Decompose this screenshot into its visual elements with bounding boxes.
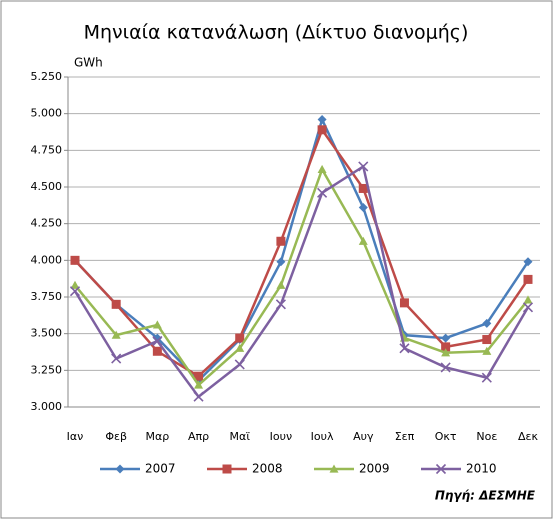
y-tick-label: 3.250	[31, 363, 63, 376]
data-point	[70, 280, 80, 289]
data-point	[481, 372, 492, 383]
x-tick-label: Νοε	[476, 430, 497, 443]
y-tick-label: 3.500	[31, 327, 63, 340]
x-tick-label: Ιαν	[67, 430, 84, 443]
x-tick-label: Σεπ	[395, 430, 415, 443]
x-tick-label: Ιουλ	[311, 430, 334, 443]
x-tick-label: Αυγ	[353, 430, 374, 443]
data-point	[482, 346, 492, 355]
y-axis-label: GWh	[74, 56, 103, 70]
y-tick-label: 4.250	[31, 217, 63, 230]
legend-label: 2009	[359, 462, 390, 476]
y-tick-label: 5.250	[31, 70, 63, 83]
data-point	[152, 346, 162, 356]
y-tick-label: 3.750	[31, 290, 63, 303]
data-point	[69, 286, 81, 297]
data-point	[358, 236, 368, 245]
data-point	[152, 333, 162, 343]
data-point	[317, 164, 327, 173]
legend-label: 2008	[252, 462, 283, 476]
legend-label: 2010	[466, 462, 497, 476]
data-point	[111, 353, 122, 364]
data-point	[399, 343, 410, 354]
legend-marker	[329, 464, 339, 473]
series-line	[73, 164, 530, 399]
series-line	[74, 166, 529, 387]
y-tick-label: 4.750	[31, 143, 63, 156]
x-tick-label: Δεκ	[518, 430, 538, 443]
data-point	[194, 380, 204, 389]
legend-label: 2007	[145, 462, 176, 476]
y-tick-label: 4.000	[31, 253, 63, 266]
data-point	[441, 342, 451, 352]
data-point	[399, 298, 409, 308]
x-tick-label: Ιουν	[270, 430, 292, 443]
data-point	[111, 299, 121, 309]
data-point	[276, 236, 286, 246]
series-line	[74, 115, 530, 383]
data-point	[482, 318, 492, 328]
y-tick-label: 4.500	[31, 180, 63, 193]
data-point	[317, 125, 327, 135]
data-point	[194, 371, 204, 381]
x-tick-label: Απρ	[188, 430, 209, 443]
data-point	[522, 302, 534, 313]
source-note: Πηγή: ΔΕΣΜΗΕ	[435, 489, 536, 503]
data-point	[275, 299, 286, 310]
data-point	[441, 348, 451, 357]
data-point	[193, 391, 204, 402]
legend-marker	[222, 464, 232, 474]
legend-marker	[115, 464, 125, 474]
x-tick-label: Οκτ	[435, 430, 457, 443]
data-point	[523, 274, 533, 284]
y-tick-label: 5.000	[31, 107, 63, 120]
data-point	[234, 359, 245, 370]
data-point	[276, 257, 286, 267]
data-point	[111, 330, 121, 339]
y-tick-label: 3.000	[31, 400, 63, 413]
x-tick-label: Φεβ	[105, 430, 127, 443]
data-point	[317, 187, 328, 198]
data-point	[358, 161, 369, 172]
x-tick-label: Μαϊ	[229, 430, 250, 443]
data-point	[235, 343, 245, 352]
chart-title: Μηνιαία κατανάλωση (Δίκτυο διανομής)	[84, 22, 469, 44]
data-point	[440, 362, 451, 373]
data-point	[152, 335, 163, 347]
data-point	[317, 115, 327, 125]
data-point	[276, 280, 286, 289]
data-point	[235, 333, 245, 343]
data-point	[152, 320, 162, 329]
data-point	[441, 333, 451, 343]
data-point	[482, 335, 492, 345]
data-point	[358, 203, 368, 213]
data-point	[70, 255, 80, 265]
data-point	[358, 183, 368, 193]
legend-marker	[435, 463, 447, 475]
x-tick-label: Μαρ	[145, 430, 169, 443]
data-point	[523, 257, 533, 267]
data-point	[523, 295, 533, 304]
